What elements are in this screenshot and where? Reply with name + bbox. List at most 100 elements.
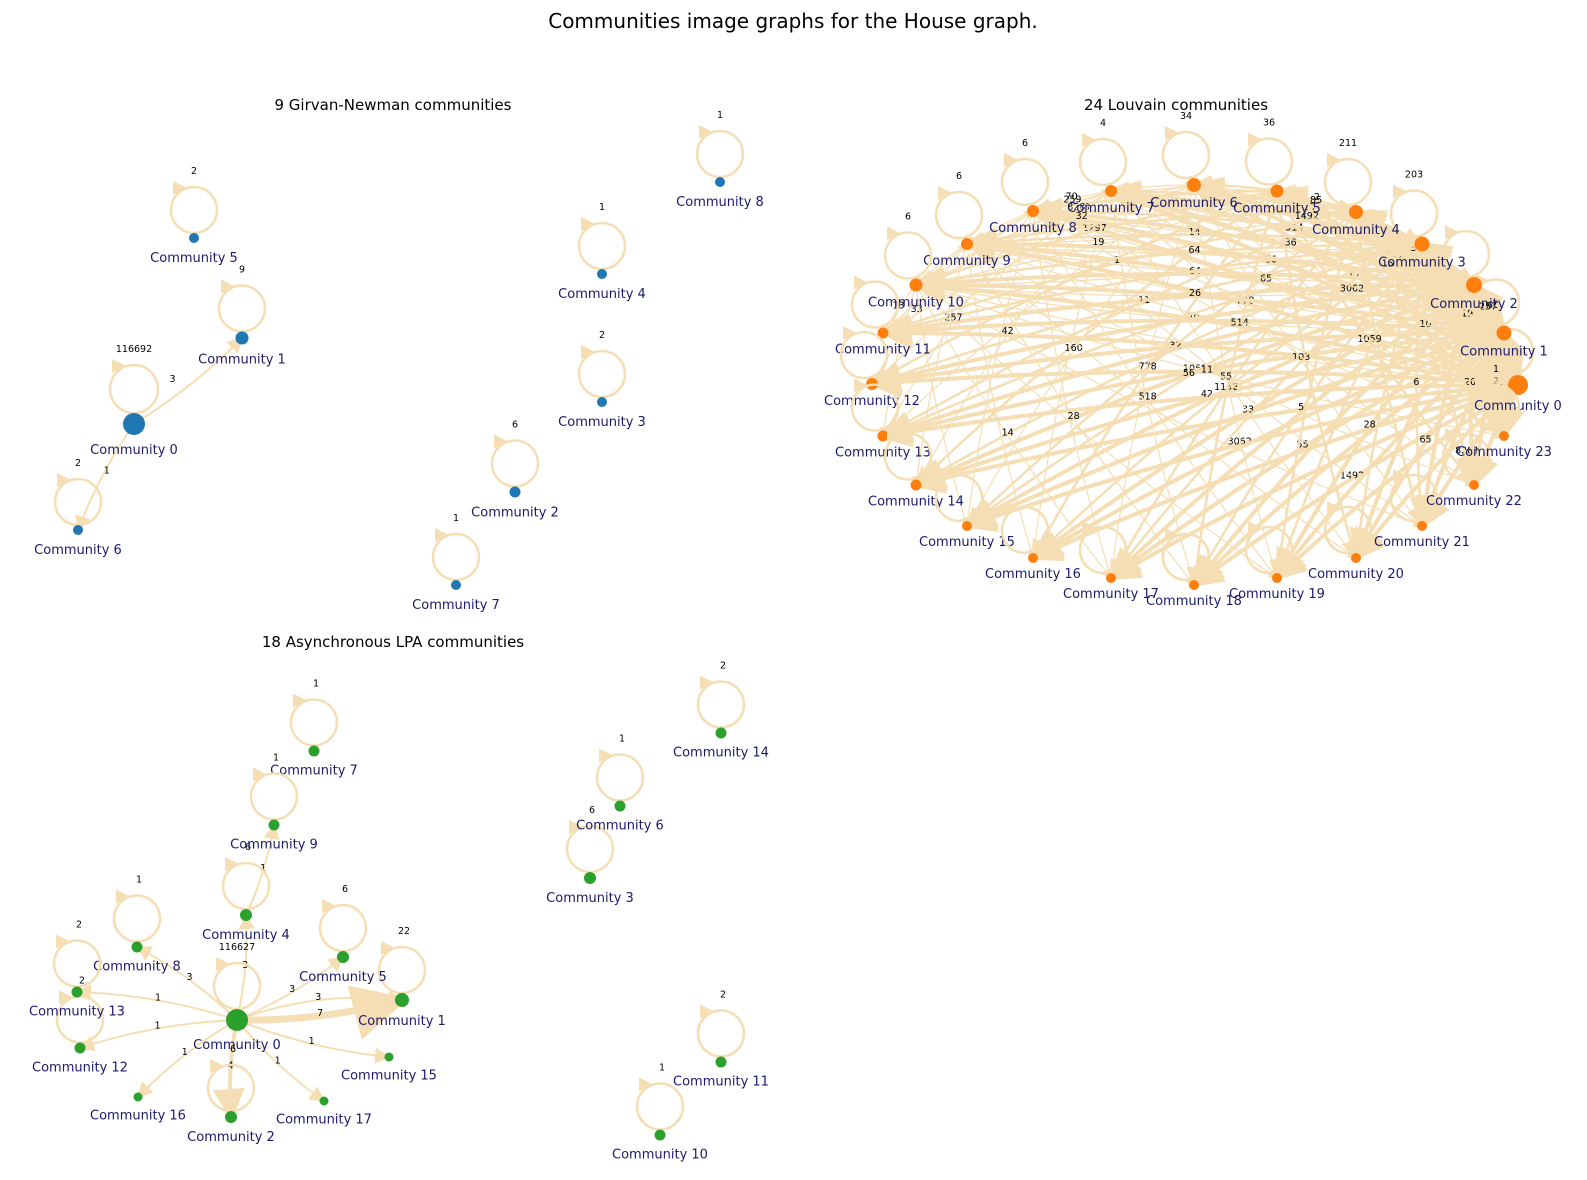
edge bbox=[881, 184, 1195, 334]
lpa-self-loop-label: 1 bbox=[659, 1063, 665, 1074]
lpa-node-label: Community 16 bbox=[90, 1109, 186, 1124]
self-loop-arrowhead bbox=[1489, 323, 1503, 337]
edge bbox=[1276, 189, 1477, 289]
gn-self-loop-label: 1 bbox=[717, 110, 723, 121]
edge bbox=[1110, 190, 1475, 486]
edge bbox=[912, 243, 968, 487]
gn-node bbox=[597, 397, 607, 407]
self-loop-arrowhead bbox=[1248, 132, 1262, 147]
lpa-self-loop-label: 2 bbox=[76, 920, 82, 931]
self-loop bbox=[850, 383, 900, 432]
louvain-edge-label: 3062 bbox=[1228, 436, 1252, 447]
edge bbox=[1276, 190, 1521, 387]
lpa-node-label: Community 2 bbox=[187, 1130, 275, 1145]
louvain-node bbox=[1496, 325, 1512, 341]
lpa-self-loop-label: 1 bbox=[136, 875, 142, 886]
lpa-self-loop-label: 2 bbox=[720, 661, 726, 672]
edge bbox=[964, 242, 1423, 528]
self-loop-arrowhead bbox=[569, 820, 583, 834]
lpa-node bbox=[240, 909, 252, 921]
edge bbox=[1186, 190, 1279, 588]
lpa-edge-label: 3 bbox=[289, 984, 295, 995]
louvain-self-loop-label: 1 bbox=[1493, 364, 1499, 375]
gn-self-loop-label: 1 bbox=[453, 513, 459, 524]
louvain-node-label: Community 10 bbox=[868, 296, 964, 311]
lpa-node-label: Community 15 bbox=[341, 1069, 437, 1084]
edge bbox=[966, 210, 1035, 245]
self-loop-arrowhead bbox=[435, 528, 449, 542]
lpa-node bbox=[384, 1052, 394, 1062]
self-loop bbox=[1078, 525, 1128, 575]
edge bbox=[136, 1019, 238, 1099]
self-loop-arrowhead bbox=[57, 473, 71, 487]
lpa-node-label: Community 8 bbox=[93, 960, 181, 975]
lpa-self-loop-label: 2 bbox=[720, 990, 726, 1001]
self-loop bbox=[289, 698, 339, 747]
louvain-edge-label: 10 bbox=[1419, 319, 1431, 330]
self-loop-arrowhead bbox=[1393, 184, 1407, 199]
self-loop bbox=[577, 349, 627, 399]
louvain-edge-label: 160 bbox=[1065, 343, 1083, 354]
self-loop-arrowhead bbox=[700, 1004, 714, 1019]
louvain-node bbox=[1466, 277, 1482, 293]
lpa-node bbox=[226, 1009, 248, 1031]
figure-title: Communities image graphs for the House g… bbox=[548, 9, 1038, 33]
lpa-node-label: Community 1 bbox=[358, 1014, 446, 1029]
louvain-edge-label: 5 bbox=[1298, 402, 1304, 413]
gn-edge-label: 3 bbox=[170, 374, 176, 385]
edge bbox=[1110, 190, 1424, 249]
self-loop bbox=[1244, 137, 1294, 186]
louvain-node-label: Community 8 bbox=[989, 221, 1077, 236]
gn-node-label: Community 4 bbox=[558, 287, 646, 302]
self-loop-arrowhead bbox=[56, 934, 70, 949]
edge bbox=[1109, 243, 1423, 580]
louvain-node-label: Community 2 bbox=[1430, 297, 1518, 312]
louvain-edge-label: 42 bbox=[1002, 326, 1014, 337]
self-loop-arrowhead bbox=[494, 434, 508, 449]
louvain-edge-label: 28 bbox=[1068, 411, 1080, 422]
louvain-edge-label: 55 bbox=[1297, 440, 1309, 451]
louvain-edge-label: 8281 bbox=[1067, 202, 1091, 213]
lpa-edge-label: 1 bbox=[155, 992, 161, 1003]
edge bbox=[1031, 190, 1278, 561]
louvain-edge-label: 15 bbox=[1382, 259, 1394, 270]
self-loop bbox=[217, 284, 267, 333]
edge bbox=[915, 189, 1279, 286]
self-loop-arrowhead bbox=[700, 675, 714, 690]
lpa-self-loop-label: 116627 bbox=[219, 942, 255, 953]
self-loop-arrowhead bbox=[221, 279, 235, 294]
louvain-node bbox=[1106, 573, 1116, 583]
louvain-node-label: Community 16 bbox=[985, 567, 1081, 582]
self-loop bbox=[1078, 137, 1128, 187]
lpa-node bbox=[308, 745, 320, 757]
louvain-node bbox=[877, 430, 889, 442]
self-loop-arrowhead bbox=[854, 275, 868, 290]
edge bbox=[963, 210, 1034, 528]
lpa-node bbox=[71, 986, 83, 998]
self-loop bbox=[108, 363, 160, 415]
louvain-node-label: Community 9 bbox=[923, 254, 1011, 269]
self-loop bbox=[212, 961, 262, 1011]
edge bbox=[78, 1019, 238, 1052]
self-loop bbox=[53, 477, 103, 527]
self-loop-arrowhead bbox=[1393, 469, 1407, 483]
louvain-node bbox=[1417, 521, 1427, 531]
self-loop bbox=[883, 432, 933, 481]
lpa-node-label: Community 5 bbox=[299, 970, 387, 985]
gn-self-loop-label: 6 bbox=[512, 420, 518, 431]
self-loop bbox=[1471, 383, 1521, 433]
lpa-edge-label: 1 bbox=[275, 1056, 281, 1067]
self-loop-arrowhead bbox=[887, 427, 901, 442]
self-loop bbox=[577, 221, 627, 271]
edge bbox=[1275, 190, 1361, 561]
self-loop bbox=[1161, 130, 1211, 180]
louvain-node bbox=[1272, 573, 1282, 583]
self-loop-arrowhead bbox=[112, 359, 126, 373]
self-loop-arrowhead bbox=[1327, 501, 1341, 515]
edge bbox=[964, 210, 1357, 252]
self-loop bbox=[249, 772, 299, 821]
gn-self-loop-label: 1 bbox=[599, 202, 605, 213]
louvain-edge-label: 33 bbox=[1242, 405, 1254, 416]
self-loop bbox=[595, 753, 645, 802]
